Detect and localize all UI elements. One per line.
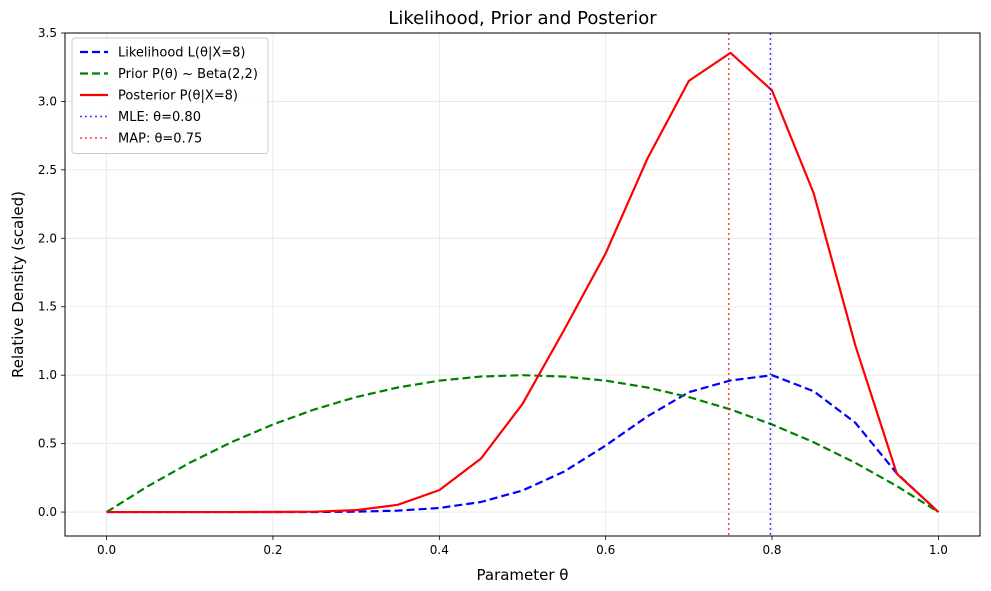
y-tick-label: 1.0 (38, 368, 57, 382)
y-axis-label: Relative Density (scaled) (9, 191, 27, 378)
x-axis-label: Parameter θ (477, 566, 569, 584)
y-tick-label: 2.5 (38, 163, 57, 177)
legend-label: Likelihood L(θ|X=8) (118, 46, 245, 61)
legend-box (71, 37, 269, 154)
series-line-1 (106, 374, 939, 513)
x-tick-label: 1.0 (929, 543, 948, 557)
chart-title: Likelihood, Prior and Posterior (388, 8, 657, 29)
x-tick-label: 0.2 (263, 543, 282, 557)
x-tick-label: 0.0 (97, 543, 116, 557)
y-tick-label: 0.0 (38, 505, 57, 519)
legend-label: MLE: θ=0.80 (118, 110, 201, 125)
series-lines (106, 33, 940, 536)
x-tick-label: 0.6 (596, 543, 615, 557)
legend-label: Prior P(θ) ~ Beta(2,2) (118, 67, 258, 82)
y-tick-label: 0.5 (38, 437, 57, 451)
series-line-2 (106, 51, 940, 514)
x-tick-label: 0.4 (430, 543, 449, 557)
y-tick-label: 3.0 (38, 94, 57, 108)
y-tick-label: 2.0 (38, 231, 57, 245)
legend-label: MAP: θ=0.75 (118, 132, 202, 147)
axis-ticks: 0.0 0.2 0.4 0.6 0.8 1.0 0.0 0.5 1.0 1.5 2.0 2.5 3.0 3… (38, 26, 948, 557)
y-tick-label: 3.5 (38, 26, 57, 40)
y-tick-label: 1.5 (38, 300, 57, 314)
x-tick-label: 0.8 (762, 543, 781, 557)
legend-label: Posterior P(θ|X=8) (118, 89, 238, 104)
plot-frame (64, 32, 981, 537)
legend: Likelihood L(θ|X=8) Prior P(θ) ~ Beta(2,2… (71, 37, 269, 154)
